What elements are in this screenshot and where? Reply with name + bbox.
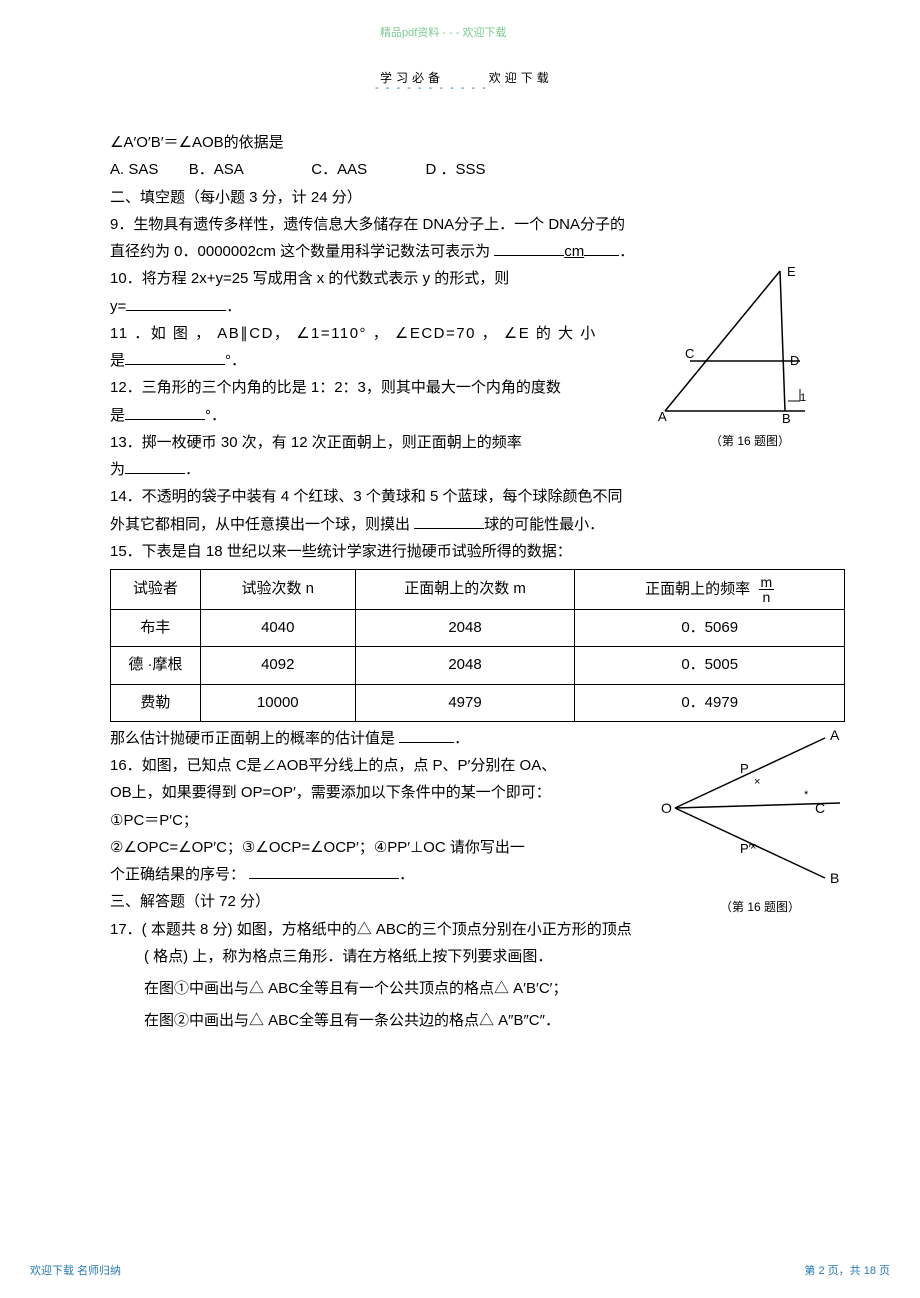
q13-l2b: ． [185, 461, 200, 478]
label-1: 1 [800, 392, 806, 404]
q16-diagram: P × * P′ × O A B C （第 16 题图） [660, 728, 860, 918]
header-dashes: - - - - - - - - - - - [375, 82, 488, 94]
q8-opt-b: B．ASA [189, 161, 243, 178]
angle-diagram-svg: P × * P′ × O A B C [660, 728, 860, 888]
q15-after-a: 那么估计抛硬币正面朝上的概率的估计值是 [110, 730, 399, 747]
q12-l2a: 是 [110, 407, 125, 424]
top-watermark: 精品pdf资料 - - - 欢迎下载 [380, 24, 507, 40]
q17-l1: 17．( 本题共 8 分) 如图，方格纸中的△ ABC的三个顶点分别在小正方形的… [110, 917, 870, 943]
label-E: E [787, 264, 796, 279]
footer-left: 欢迎下载 名师归纳 [30, 1262, 121, 1278]
mark-Pp: × [750, 841, 756, 853]
q16-l5a: 个正确结果的序号： [110, 866, 249, 883]
label-C: C [685, 346, 694, 361]
cell: 0．4979 [575, 684, 845, 721]
q12-l1: 12．三角形的三个内角的比是 1：2：3，则其中最大一个内角的度数 [110, 375, 640, 401]
q11-diagram: A B C D E 1 （第 16 题图） [650, 261, 850, 451]
q9-l1: 9．生物具有遗传多样性，遗传信息大多储存在 DNA分子上．一个 DNA分子的 [110, 212, 870, 238]
q17-l3: 在图①中画出与△ ABC全等且有一个公共顶点的格点△ A′B′C′； [110, 976, 870, 1002]
th-4: 正面朝上的频率 m n [575, 570, 845, 610]
table-header-row: 试验者 试验次数 n 正面朝上的次数 m 正面朝上的频率 m n [111, 570, 845, 610]
coin-table: 试验者 试验次数 n 正面朝上的次数 m 正面朝上的频率 m n 布丰 4040… [110, 569, 845, 722]
cell: 德 ·摩根 [111, 647, 201, 684]
fraction: m n [759, 575, 775, 604]
q9-l2-c: ． [619, 243, 634, 260]
q8-line: ∠A′O′B′＝∠AOB的依据是 [110, 130, 870, 156]
q11-l2b: °． [225, 352, 246, 369]
q11-l2a: 是 [110, 352, 125, 369]
main-content: ∠A′O′B′＝∠AOB的依据是 A. SAS B．ASA C．AAS D ．S… [110, 130, 870, 1036]
q16-l2: OB上，如果要得到 OP=OP′，需要添加以下条件中的某一个即可： [110, 780, 650, 806]
table-row: 布丰 4040 2048 0．5069 [111, 610, 845, 647]
q15-intro: 15．下表是自 18 世纪以来一些统计学家进行抛硬币试验所得的数据： [110, 539, 870, 565]
q11-l1: 11 ．如 图 ， AB∥CD， ∠1=110° ， ∠ECD=70 ， ∠E … [110, 321, 640, 347]
frac-den: n [759, 590, 775, 604]
table-row: 德 ·摩根 4092 2048 0．5005 [111, 647, 845, 684]
cell: 0．5005 [575, 647, 845, 684]
q13-l2: 为． [110, 457, 870, 483]
label-P: P [740, 761, 749, 776]
mark-P: × [754, 776, 760, 788]
cell: 4092 [200, 647, 355, 684]
triangle-diagram-svg: A B C D E 1 [650, 261, 850, 431]
q10-l2b: ． [226, 298, 241, 315]
q15-after-b: ． [454, 730, 469, 747]
label-A: A [830, 728, 840, 743]
label-O: O [661, 800, 672, 816]
q10-l1: 10．将方程 2x+y=25 写成用含 x 的代数式表示 y 的形式，则 [110, 266, 640, 292]
q14-l1: 14．不透明的袋子中装有 4 个红球、3 个黄球和 5 个蓝球，每个球除颜色不同 [110, 484, 870, 510]
cell: 2048 [355, 647, 575, 684]
cell: 4979 [355, 684, 575, 721]
th-3: 正面朝上的次数 m [355, 570, 575, 610]
label-C: C [815, 800, 825, 816]
label-A: A [658, 409, 667, 424]
q14-l2b: 球的可能性最小． [484, 516, 604, 533]
q14-l2: 外其它都相同，从中任意摸出一个球，则摸出 球的可能性最小． [110, 512, 870, 538]
footer-right: 第 2 页，共 18 页 [804, 1262, 890, 1278]
cell: 2048 [355, 610, 575, 647]
label-B: B [782, 411, 791, 426]
q11-caption: （第 16 题图） [650, 431, 850, 452]
section2-title: 二、填空题（每小题 3 分，计 24 分） [110, 185, 870, 211]
q12-l2b: °． [205, 407, 226, 424]
cell: 4040 [200, 610, 355, 647]
q14-l2a: 外其它都相同，从中任意摸出一个球，则摸出 [110, 516, 414, 533]
q17-l2: ( 格点) 上，称为格点三角形．请在方格纸上按下列要求画图． [110, 944, 870, 970]
q16-l5b: ． [399, 866, 414, 883]
q16-caption: （第 16 题图） [660, 897, 860, 918]
cell: 费勒 [111, 684, 201, 721]
q8-opt-c: C．AAS [311, 161, 367, 178]
q10-l2a: y= [110, 298, 126, 315]
q9-l2-a: 直径约为 0．0000002cm 这个数量用科学记数法可表示为 [110, 243, 494, 260]
q9-l2-b: cm [564, 243, 584, 260]
th-4-text: 正面朝上的频率 [645, 580, 750, 597]
q17-l4: 在图②中画出与△ ABC全等且有一条公共边的格点△ A″B″C″． [110, 1008, 870, 1034]
q8-options: A. SAS B．ASA C．AAS D ．SSS [110, 157, 870, 183]
table-row: 费勒 10000 4979 0．4979 [111, 684, 845, 721]
mark-C: * [804, 789, 809, 801]
q16-l4: ②∠OPC=∠OP′C；③∠OCP=∠OCP′；④PP′⊥OC 请你写出一 [110, 835, 650, 861]
th-2: 试验次数 n [200, 570, 355, 610]
header-right: 欢迎下载 [489, 71, 553, 85]
q8-opt-a: A. SAS [110, 161, 158, 178]
label-D: D [790, 353, 799, 368]
th-1: 试验者 [111, 570, 201, 610]
cell: 10000 [200, 684, 355, 721]
data-table: 试验者 试验次数 n 正面朝上的次数 m 正面朝上的频率 m n 布丰 4040… [110, 569, 870, 722]
q13-l1: 13．掷一枚硬币 30 次，有 12 次正面朝上，则正面朝上的频率 [110, 430, 640, 456]
q8-opt-d: D ．SSS [425, 161, 485, 178]
cell: 0．5069 [575, 610, 845, 647]
q16-l1: 16．如图，已知点 C是∠AOB平分线上的点，点 P、P′分别在 OA、 [110, 753, 650, 779]
frac-num: m [759, 575, 775, 590]
cell: 布丰 [111, 610, 201, 647]
q13-l2a: 为 [110, 461, 125, 478]
label-B: B [830, 870, 839, 886]
